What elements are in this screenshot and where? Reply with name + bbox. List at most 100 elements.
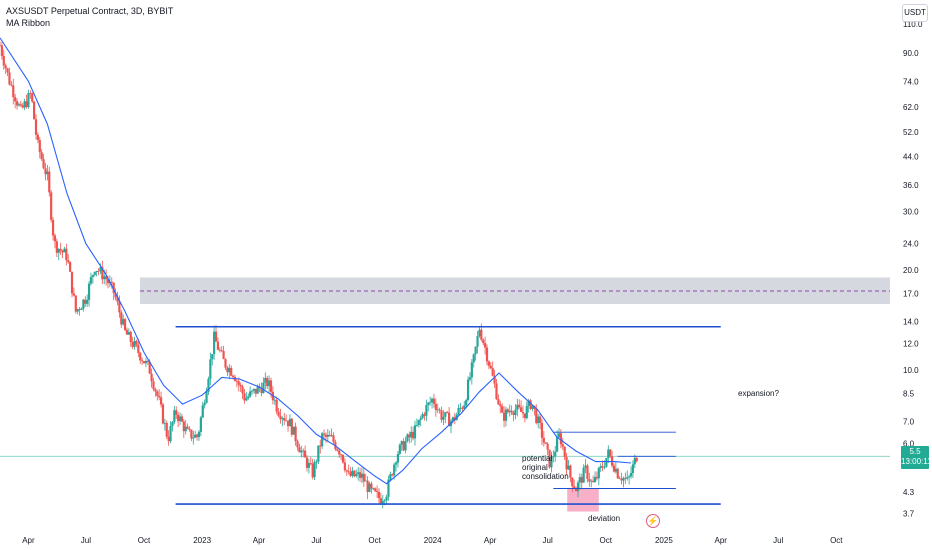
candle-body [201,405,204,418]
candle-body [440,410,443,420]
candle-body [19,104,22,106]
candle-body [506,409,509,413]
candle-body [69,262,72,272]
candle-body [122,319,125,325]
candle-body [330,435,333,437]
candle-body [279,415,282,420]
candle-body [277,411,280,416]
candle-body [290,418,293,435]
candle-body [565,456,568,470]
currency-button[interactable]: USDT [902,4,928,22]
candle-body [588,478,591,482]
candle-body [383,500,386,502]
candle-body [432,398,436,404]
candle-body [0,45,2,47]
candle-body [381,500,384,504]
candle-body [628,476,631,478]
candle-body [245,398,248,401]
candle-body [412,431,415,439]
candle-body [159,397,163,405]
candle-body [120,312,123,325]
candle-body [482,339,485,344]
candle-body [326,434,329,437]
candle-body [599,466,602,469]
candle-body [398,444,401,454]
candle-body [67,260,70,263]
candle-body [406,434,409,442]
candle-body [33,101,36,120]
candle-body [311,463,314,478]
candle-body [167,436,170,442]
candle-body [404,441,407,451]
y-tick-label: 24.0 [903,240,919,249]
candle-body [550,456,553,468]
candle-body [582,467,585,483]
candle-body [305,457,309,468]
x-tick-label: Oct [138,536,151,545]
candle-body [95,270,98,273]
candle-body [105,276,108,280]
candle-body [535,408,538,424]
candle-body [42,159,45,169]
x-tick-label: Jul [543,536,553,545]
candle-body [358,472,362,478]
candle-body [74,295,77,312]
candle-body [603,466,606,468]
y-tick-label: 20.0 [903,266,919,275]
candle-body [595,476,599,479]
candle-body [252,388,256,391]
y-tick-label: 110.0 [903,20,923,29]
candle-body [470,362,473,378]
candle-body [48,171,51,193]
candle-body [281,418,284,420]
annotation-line-1: potential [522,454,553,463]
x-tick-label: Jul [773,536,783,545]
candle-body [50,192,53,220]
candle-body [561,444,564,447]
candle-body [169,426,172,442]
candle-body [4,65,7,69]
candle-body [283,418,286,421]
candle-body [112,282,115,294]
candle-body [10,84,13,86]
candle-body [497,399,500,405]
candle-body [622,477,625,481]
candle-body [484,343,487,348]
indicator-label[interactable]: MA Ribbon [6,18,51,28]
candle-body [226,367,229,373]
candle-body [309,462,312,464]
candle-body [8,72,11,85]
candle-body [78,309,81,310]
candle-body [510,410,513,413]
candle-body [413,425,417,439]
candle-body [199,417,202,432]
candle-body [101,267,104,280]
candle-body [165,423,168,437]
candle-body [93,272,96,276]
candle-body [592,480,595,482]
candle-body [355,474,358,477]
ma-ribbon-line [0,37,632,485]
candle-body [44,168,47,175]
candle-body [70,271,74,294]
candle-body [315,461,318,463]
y-tick-label: 7.0 [903,418,915,427]
candle-body [146,360,149,362]
candle-body [61,250,64,253]
candle-body [436,409,439,411]
candle-body [288,418,292,427]
lightning-icon[interactable]: ⚡ [646,514,660,528]
candle-body [55,241,58,253]
candle-body [178,416,182,422]
candle-body [347,471,350,473]
candle-body [618,478,621,479]
candle-body [118,301,121,313]
candle-body [427,402,430,406]
candle-body [114,293,117,298]
candle-body [597,468,600,479]
x-tick-label: Apr [484,536,497,545]
x-tick-label: 2024 [424,536,442,545]
candle-body [520,407,523,412]
candle-body [465,400,468,406]
